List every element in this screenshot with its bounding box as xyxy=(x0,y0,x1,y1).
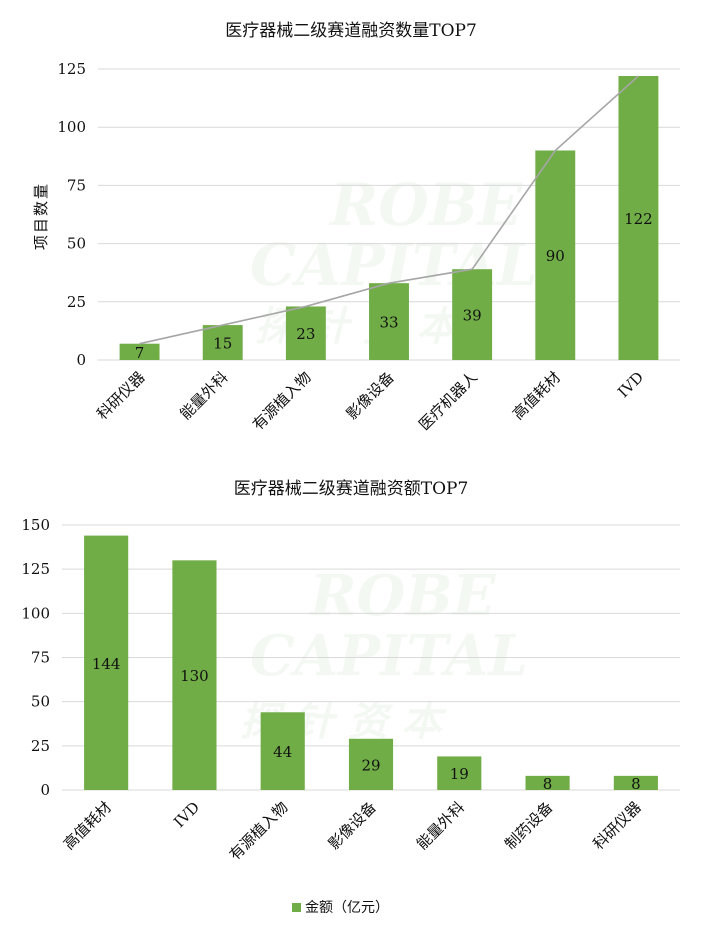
bar xyxy=(84,535,129,790)
x-category-label: IVD xyxy=(614,368,647,401)
trend-polyline xyxy=(139,75,639,345)
x-category-label: 有源植入物 xyxy=(226,798,292,864)
bar xyxy=(119,343,160,360)
x-category-label: 科研仪器 xyxy=(93,368,148,423)
watermark-line1: ROBE xyxy=(328,171,523,239)
data-label: 29 xyxy=(361,756,380,774)
y-tick-label: 75 xyxy=(67,176,86,194)
chart-funding-amount: ROBE CAPITAL 探 针 资 本 医疗器械二级赛道融资额TOP7 0 25… xyxy=(21,478,680,916)
bars xyxy=(84,535,658,790)
data-labels: 7 15 23 33 39 90 122 xyxy=(135,210,653,362)
bar xyxy=(613,775,658,790)
y-tick-label: 125 xyxy=(57,60,86,78)
y-tick-label: 100 xyxy=(57,118,86,136)
x-axis-categories: 科研仪器 能量外科 有源植入物 影像设备 医疗机器人 高值耗材 IVD xyxy=(93,368,647,434)
x-category-label: IVD xyxy=(170,798,203,831)
grid xyxy=(98,68,680,361)
data-label: 144 xyxy=(92,655,121,673)
x-category-label: 高值耗材 xyxy=(60,798,115,853)
x-axis-categories: 高值耗材 IVD 有源植入物 影像设备 能量外科 制药设备 科研仪器 xyxy=(60,798,645,864)
legend-swatch xyxy=(292,903,301,912)
trend-line xyxy=(139,75,639,345)
data-label: 122 xyxy=(624,210,653,228)
bar xyxy=(618,75,659,360)
x-category-label: 能量外科 xyxy=(413,798,468,853)
watermark-line1: ROBE xyxy=(308,563,497,629)
bar xyxy=(525,775,570,790)
bar xyxy=(172,560,217,790)
y-tick-label: 125 xyxy=(21,560,50,578)
bar xyxy=(452,269,493,360)
data-label: 90 xyxy=(546,247,565,265)
bar xyxy=(369,283,409,360)
x-category-label: 能量外科 xyxy=(176,368,231,423)
y-tick-label: 50 xyxy=(31,693,50,711)
y-axis-label: 项目数量 xyxy=(32,182,50,250)
bar xyxy=(260,712,305,790)
data-label: 8 xyxy=(631,775,641,793)
watermark-line2: CAPITAL xyxy=(250,623,528,689)
data-label: 19 xyxy=(450,765,469,783)
chart-title: 医疗器械二级赛道融资额TOP7 xyxy=(234,478,469,499)
data-label: 8 xyxy=(543,775,553,793)
bar xyxy=(437,756,482,790)
bar xyxy=(535,150,576,360)
y-tick-label: 0 xyxy=(76,351,86,369)
chart-project-count: ROBE CAPITAL 探 针 资 本 医疗器械二级赛道融资数量TOP7 项目… xyxy=(32,20,680,434)
data-label: 7 xyxy=(135,344,145,362)
watermark: ROBE CAPITAL 探 针 资 本 xyxy=(240,563,528,745)
x-category-label: 制药设备 xyxy=(501,798,556,853)
x-category-label: 科研仪器 xyxy=(590,798,645,853)
bar xyxy=(348,738,394,790)
x-category-label: 有源植入物 xyxy=(249,368,315,434)
data-labels: 144 130 44 29 19 8 8 xyxy=(92,655,641,793)
x-category-label: 高值耗材 xyxy=(509,368,564,423)
bars xyxy=(119,75,659,360)
y-tick-label: 25 xyxy=(67,293,86,311)
data-label: 39 xyxy=(463,307,482,325)
data-label: 15 xyxy=(213,335,232,353)
y-tick-label: 100 xyxy=(21,604,50,622)
y-tick-label: 25 xyxy=(31,737,50,755)
data-label: 23 xyxy=(296,325,315,343)
data-label: 33 xyxy=(379,314,398,332)
y-axis-ticks: 0 25 50 75 100 125 xyxy=(57,60,86,369)
data-label: 130 xyxy=(180,667,209,685)
x-category-label: 影像设备 xyxy=(325,798,380,853)
y-tick-label: 150 xyxy=(21,516,50,534)
legend: 金额（亿元） xyxy=(292,900,389,916)
x-category-label: 影像设备 xyxy=(343,368,398,423)
data-label: 44 xyxy=(273,743,292,761)
bar xyxy=(202,325,243,360)
bar xyxy=(285,306,326,360)
y-axis-ticks: 0 25 50 75 100 125 150 xyxy=(21,516,50,799)
chart-title: 医疗器械二级赛道融资数量TOP7 xyxy=(225,20,477,41)
y-tick-label: 50 xyxy=(67,235,86,253)
x-category-label: 医疗机器人 xyxy=(415,368,481,434)
y-tick-label: 75 xyxy=(31,649,50,667)
y-tick-label: 0 xyxy=(40,781,50,799)
legend-label: 金额（亿元） xyxy=(305,900,389,916)
